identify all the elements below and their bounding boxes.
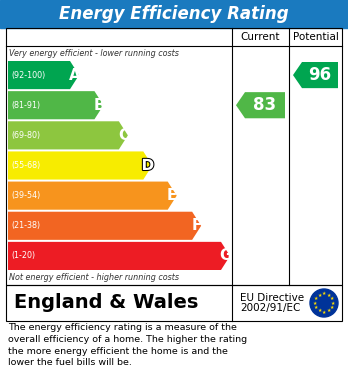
Polygon shape [236, 92, 285, 118]
Text: ★: ★ [330, 305, 334, 310]
Text: D: D [142, 158, 154, 173]
Text: (55-68): (55-68) [11, 161, 40, 170]
Text: Energy Efficiency Rating: Energy Efficiency Rating [59, 5, 289, 23]
Text: (21-38): (21-38) [11, 221, 40, 230]
Bar [6, 28, 342, 285]
Text: Current: Current [241, 32, 280, 42]
Text: E: E [167, 188, 177, 203]
Text: 2002/91/EC: 2002/91/EC [240, 303, 300, 313]
Text: (81-91): (81-91) [11, 101, 40, 110]
Circle shape [310, 289, 338, 317]
Polygon shape [8, 91, 103, 119]
Polygon shape [8, 151, 152, 179]
Text: ★: ★ [330, 296, 334, 301]
Text: G: G [219, 248, 232, 264]
Text: The energy efficiency rating is a measure of the
overall efficiency of a home. T: The energy efficiency rating is a measur… [8, 323, 247, 368]
Text: ★: ★ [313, 301, 317, 305]
Polygon shape [8, 242, 230, 270]
Text: ★: ★ [322, 310, 326, 315]
Text: ★: ★ [317, 292, 322, 298]
Text: B: B [93, 98, 105, 113]
Text: 83: 83 [253, 96, 277, 114]
Text: Not energy efficient - higher running costs: Not energy efficient - higher running co… [9, 273, 179, 283]
Bar [0, 0, 348, 28]
Text: (92-100): (92-100) [11, 70, 45, 80]
Bar [6, 285, 342, 321]
Text: ★: ★ [326, 308, 331, 313]
Text: Potential: Potential [293, 32, 339, 42]
Polygon shape [8, 181, 177, 210]
Text: ★: ★ [331, 301, 335, 305]
Polygon shape [8, 61, 79, 89]
Text: (69-80): (69-80) [11, 131, 40, 140]
Text: F: F [191, 218, 202, 233]
Polygon shape [8, 212, 201, 240]
Text: EU Directive: EU Directive [240, 293, 304, 303]
Text: (1-20): (1-20) [11, 251, 35, 260]
Text: C: C [118, 128, 129, 143]
Text: England & Wales: England & Wales [14, 294, 198, 312]
Polygon shape [8, 121, 128, 149]
Text: ★: ★ [322, 291, 326, 296]
Text: ★: ★ [314, 296, 318, 301]
Text: 96: 96 [308, 66, 332, 84]
Text: Very energy efficient - lower running costs: Very energy efficient - lower running co… [9, 48, 179, 57]
Text: (39-54): (39-54) [11, 191, 40, 200]
Text: ★: ★ [326, 292, 331, 298]
Text: ★: ★ [317, 308, 322, 313]
Polygon shape [293, 62, 338, 88]
Text: A: A [69, 68, 80, 83]
Text: ★: ★ [314, 305, 318, 310]
